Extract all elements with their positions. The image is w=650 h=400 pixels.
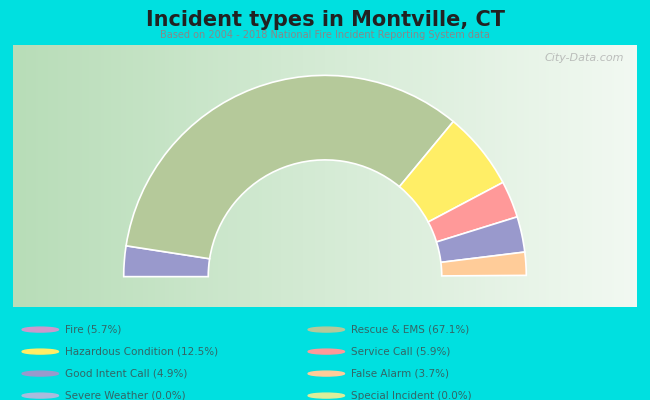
Wedge shape <box>126 75 453 259</box>
Wedge shape <box>428 182 517 242</box>
Text: Good Intent Call (4.9%): Good Intent Call (4.9%) <box>65 369 187 378</box>
Text: Special Incident (0.0%): Special Incident (0.0%) <box>351 390 472 400</box>
Wedge shape <box>399 122 503 222</box>
Text: False Alarm (3.7%): False Alarm (3.7%) <box>351 369 449 378</box>
Text: Fire (5.7%): Fire (5.7%) <box>65 325 122 334</box>
Circle shape <box>308 349 344 354</box>
Text: Based on 2004 - 2018 National Fire Incident Reporting System data: Based on 2004 - 2018 National Fire Incid… <box>160 30 490 40</box>
Text: Severe Weather (0.0%): Severe Weather (0.0%) <box>65 390 186 400</box>
Text: Rescue & EMS (67.1%): Rescue & EMS (67.1%) <box>351 325 469 334</box>
Circle shape <box>308 393 344 398</box>
Circle shape <box>22 393 58 398</box>
Circle shape <box>308 327 344 332</box>
Text: Incident types in Montville, CT: Incident types in Montville, CT <box>146 10 504 30</box>
Circle shape <box>22 349 58 354</box>
Circle shape <box>22 371 58 376</box>
Text: Hazardous Condition (12.5%): Hazardous Condition (12.5%) <box>65 346 218 357</box>
Wedge shape <box>124 246 210 277</box>
Text: City-Data.com: City-Data.com <box>545 53 625 63</box>
Wedge shape <box>437 217 525 262</box>
Wedge shape <box>441 252 526 276</box>
Text: Service Call (5.9%): Service Call (5.9%) <box>351 346 450 357</box>
Circle shape <box>308 371 344 376</box>
Circle shape <box>22 327 58 332</box>
